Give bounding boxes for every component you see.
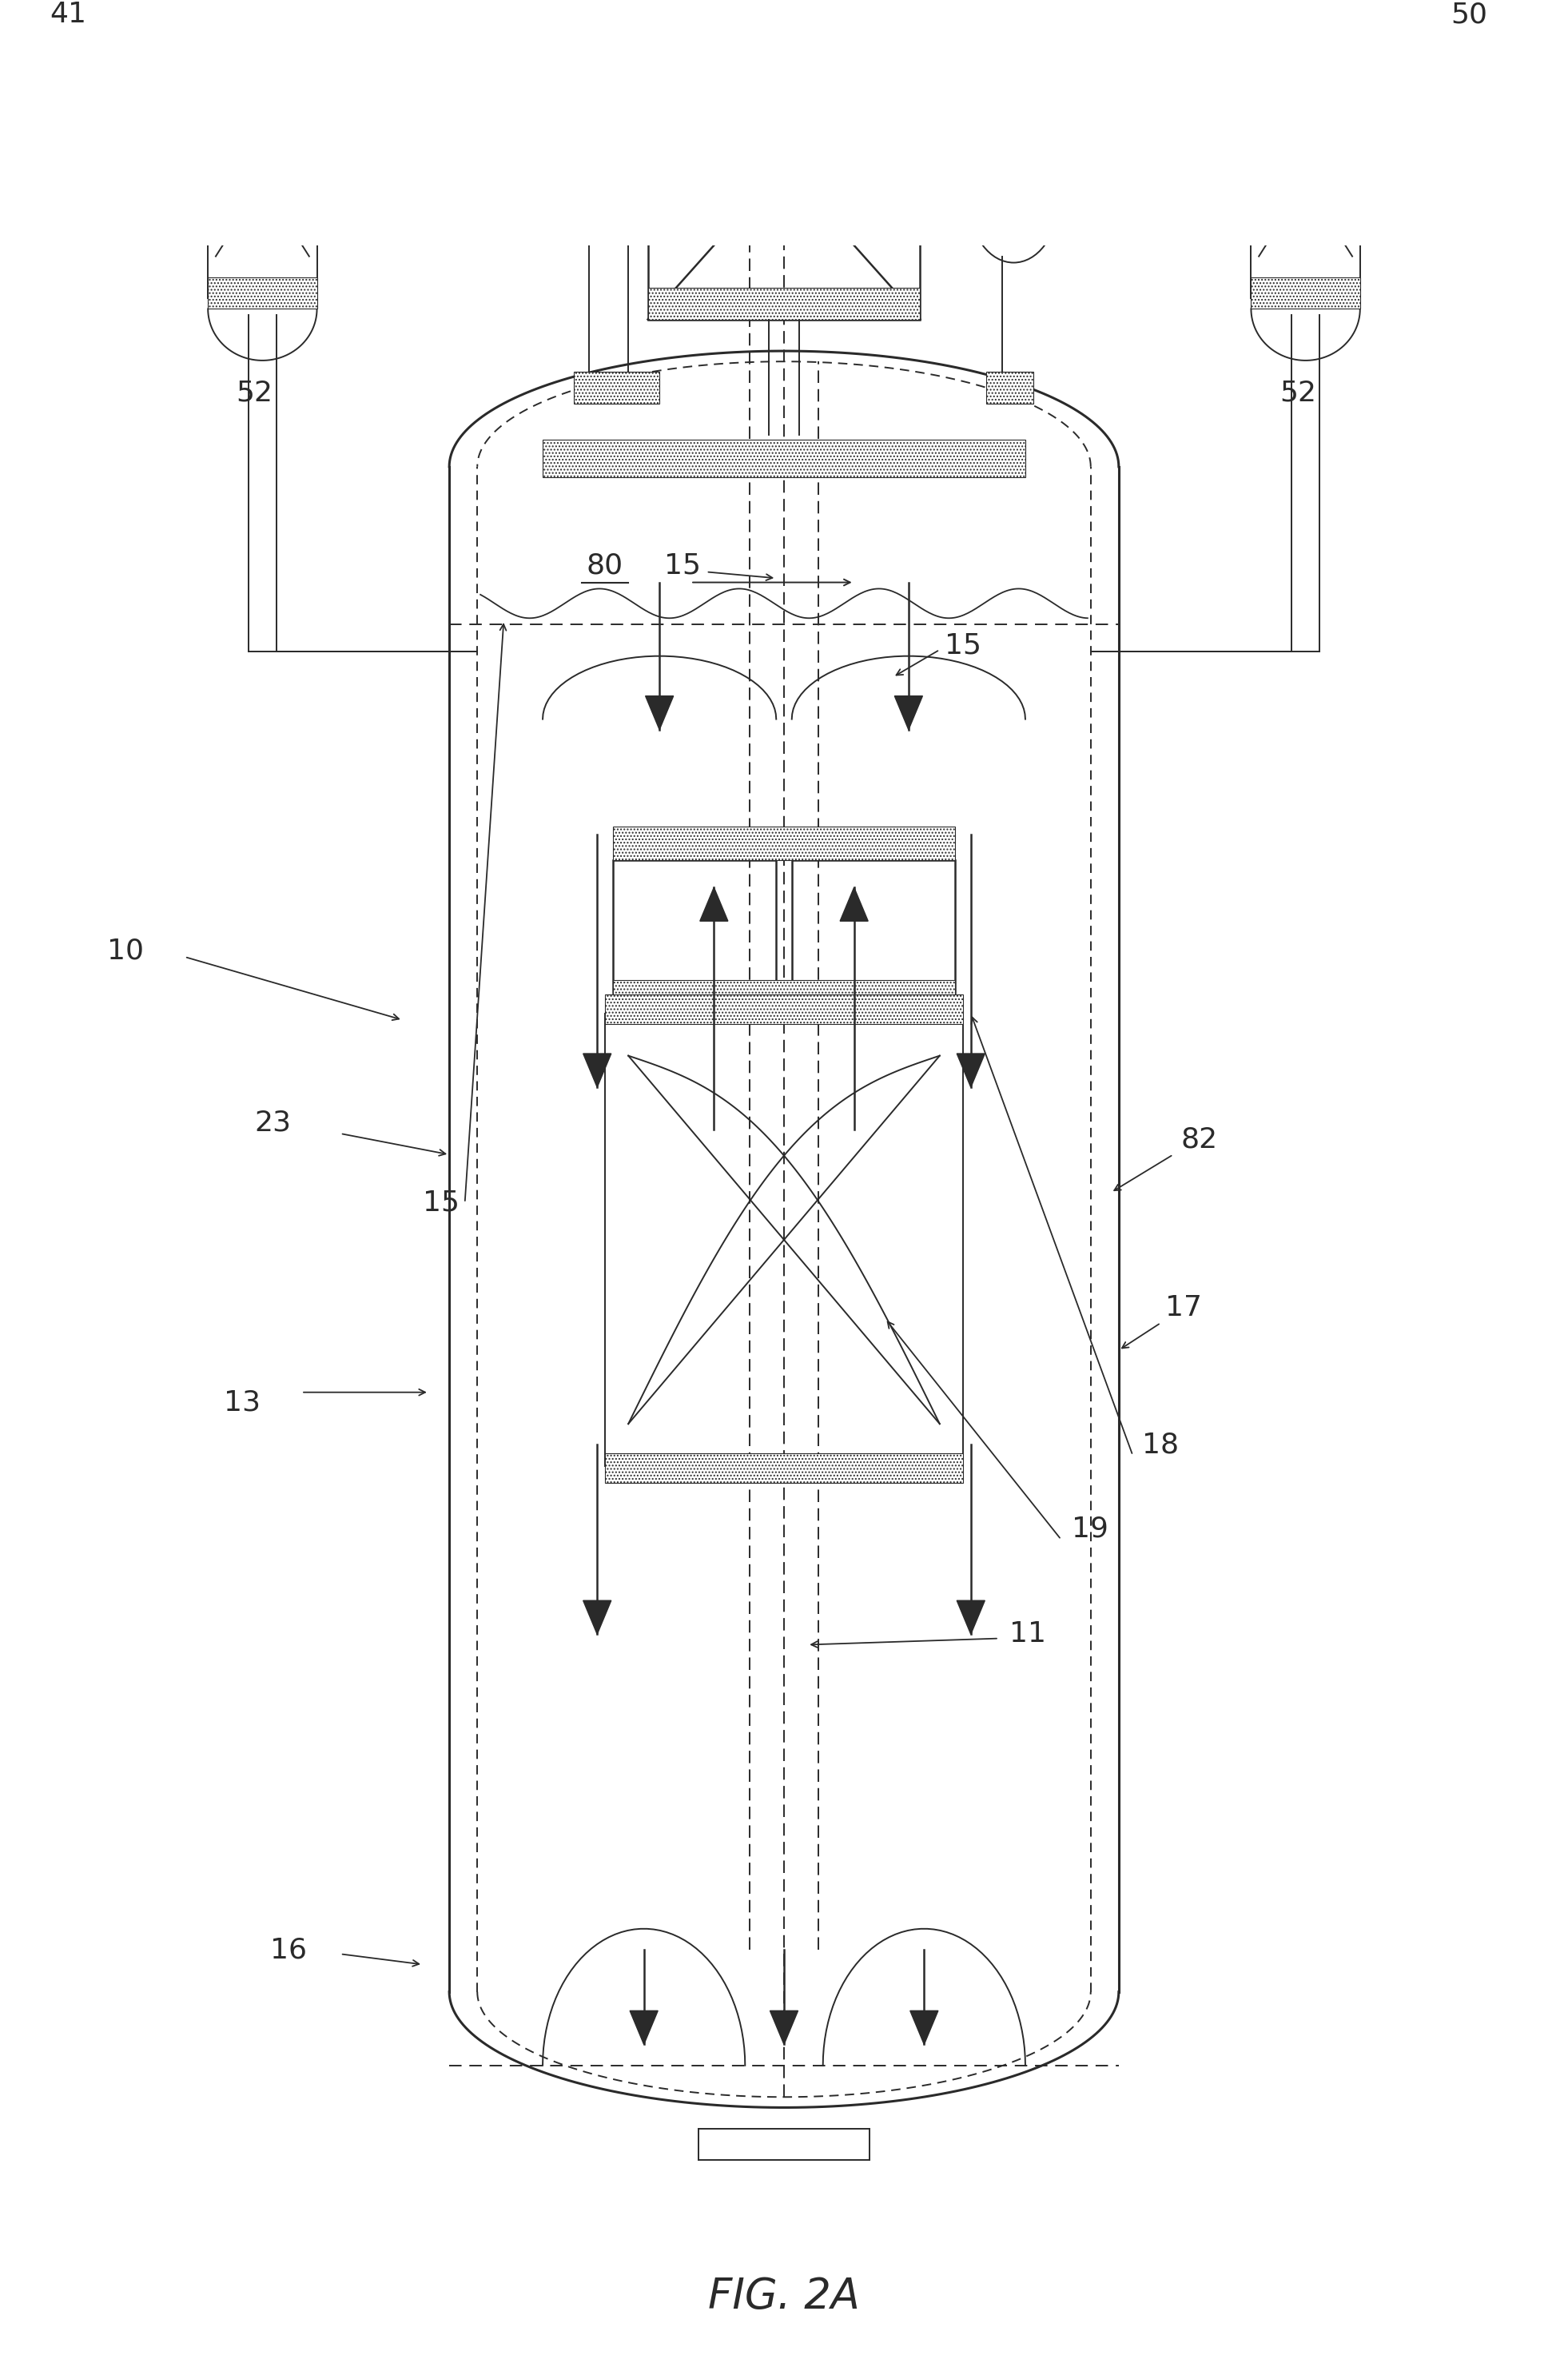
- Text: 19: 19: [1073, 1514, 1109, 1543]
- Bar: [648, 14, 920, 320]
- Text: 16: 16: [270, 1936, 307, 1964]
- Bar: [605, 1453, 963, 1484]
- Polygon shape: [956, 1601, 985, 1634]
- Text: 15: 15: [665, 551, 701, 579]
- Text: 17: 17: [1165, 1295, 1203, 1321]
- Text: 41: 41: [50, 0, 86, 28]
- Text: 52: 52: [1279, 379, 1316, 407]
- Bar: [209, 61, 317, 99]
- Text: 50: 50: [1450, 0, 1488, 28]
- Polygon shape: [909, 2011, 938, 2044]
- Bar: [613, 827, 955, 860]
- Text: 52: 52: [237, 379, 273, 407]
- Text: 15: 15: [423, 1189, 459, 1218]
- Bar: [543, 440, 1025, 478]
- Polygon shape: [646, 697, 674, 730]
- Text: 18: 18: [1142, 1432, 1179, 1458]
- Text: 23: 23: [254, 1109, 292, 1137]
- Bar: [1414, 57, 1554, 214]
- Text: 80: 80: [586, 551, 624, 579]
- Bar: [14, 57, 154, 214]
- Text: 82: 82: [1181, 1126, 1218, 1154]
- Text: 15: 15: [944, 631, 982, 659]
- Polygon shape: [894, 697, 922, 730]
- Bar: [574, 372, 660, 403]
- Bar: [605, 994, 963, 1024]
- Polygon shape: [583, 1601, 612, 1634]
- Polygon shape: [630, 2011, 659, 2044]
- Bar: [209, 278, 317, 309]
- Bar: [613, 980, 955, 1013]
- Text: 10: 10: [107, 937, 144, 963]
- Bar: [986, 372, 1033, 403]
- Bar: [613, 860, 776, 991]
- Polygon shape: [699, 888, 728, 921]
- Polygon shape: [840, 888, 869, 921]
- Text: 11: 11: [1010, 1620, 1046, 1648]
- Bar: [648, 287, 920, 320]
- Text: 13: 13: [224, 1389, 260, 1415]
- Bar: [1251, 61, 1359, 99]
- Bar: [1251, 278, 1359, 309]
- Text: FIG. 2A: FIG. 2A: [709, 2275, 859, 2317]
- Polygon shape: [583, 1053, 612, 1088]
- Polygon shape: [770, 2011, 798, 2044]
- Bar: [792, 860, 955, 991]
- Polygon shape: [956, 1053, 985, 1088]
